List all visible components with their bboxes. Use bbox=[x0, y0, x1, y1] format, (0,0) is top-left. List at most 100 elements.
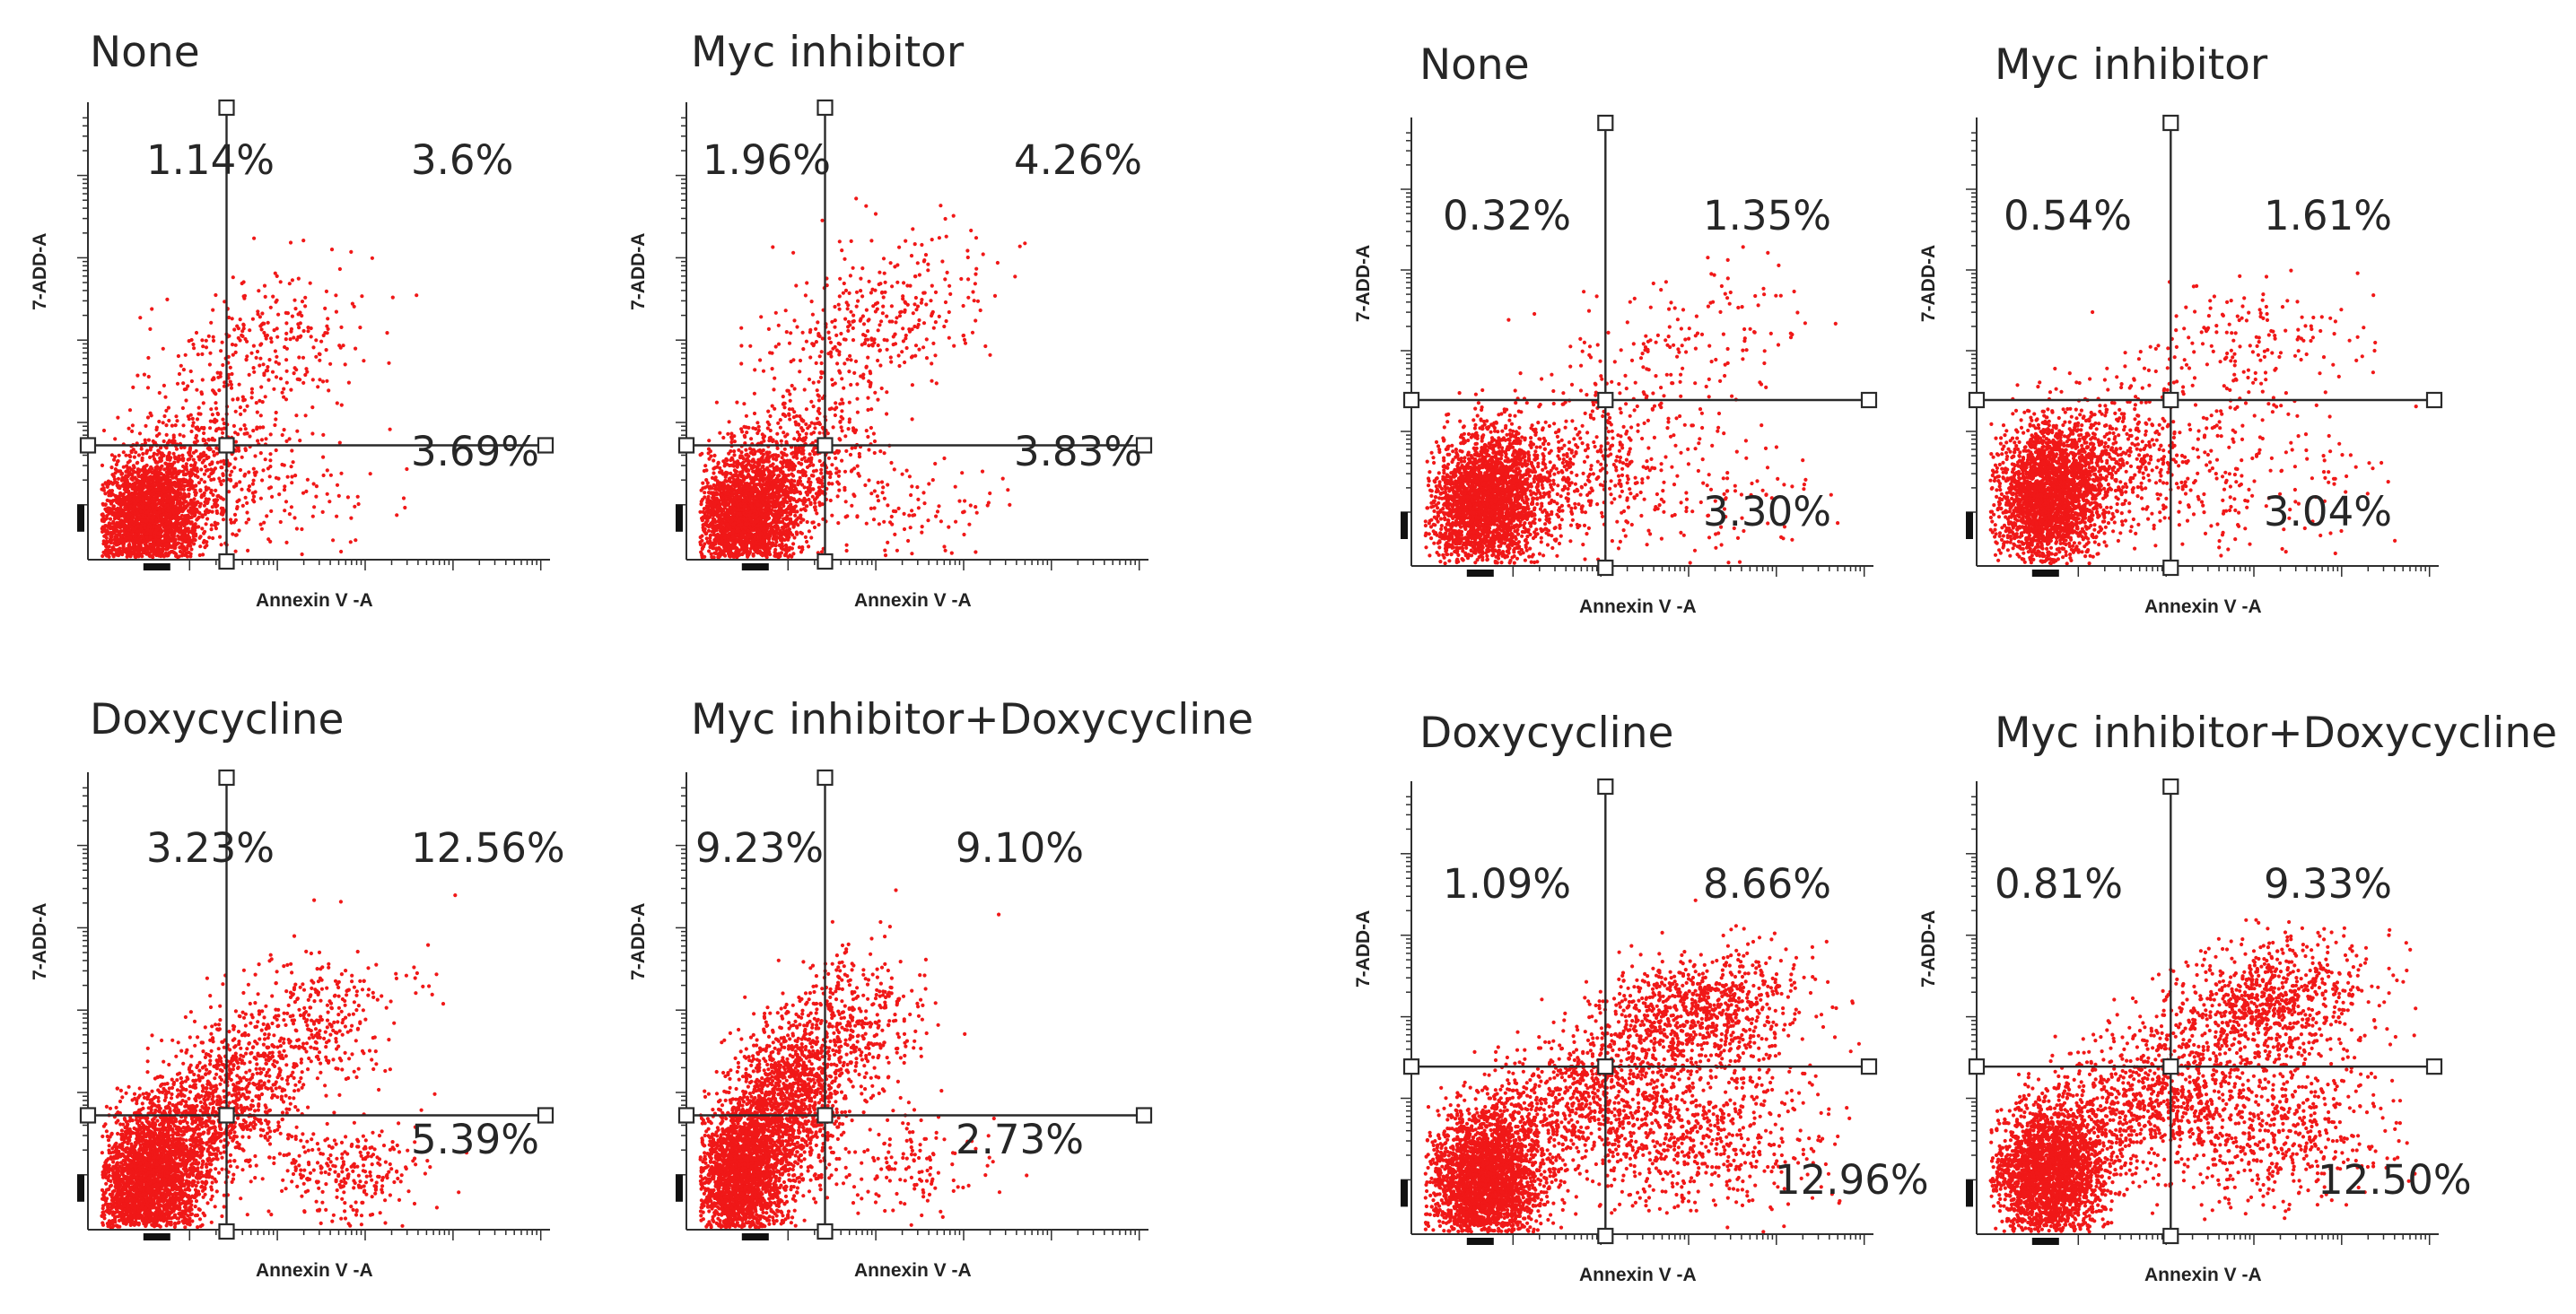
scatter-point bbox=[242, 423, 247, 428]
scatter-point bbox=[177, 529, 181, 534]
scatter-point bbox=[269, 509, 274, 514]
scatter-point bbox=[188, 369, 193, 374]
scatter-point bbox=[111, 474, 116, 479]
scatter-point bbox=[187, 550, 191, 555]
scatter-point bbox=[221, 518, 226, 522]
scatter-point bbox=[127, 522, 132, 526]
scatter-point bbox=[115, 481, 119, 485]
scatter-point bbox=[221, 506, 225, 511]
scatter-point bbox=[103, 502, 108, 507]
scatter-point bbox=[190, 538, 195, 543]
scatter-point bbox=[141, 513, 145, 518]
scatter-point bbox=[255, 427, 259, 431]
scatter-point bbox=[215, 521, 220, 526]
scatter-point bbox=[259, 327, 264, 332]
scatter-point bbox=[159, 529, 163, 534]
scatter-point bbox=[699, 488, 703, 492]
scatter-point bbox=[274, 417, 278, 422]
scatter-point bbox=[207, 362, 212, 367]
scatter-point bbox=[139, 447, 144, 451]
scatter-point bbox=[337, 440, 342, 445]
scatter-point bbox=[290, 278, 294, 283]
scatter-point bbox=[124, 498, 129, 502]
scatter-point bbox=[205, 500, 210, 505]
scatter-point bbox=[301, 380, 306, 385]
scatter-point bbox=[210, 509, 214, 514]
scatter-point bbox=[190, 416, 195, 421]
scatter-point bbox=[268, 432, 273, 437]
scatter-point bbox=[405, 466, 409, 472]
scatter-point bbox=[177, 554, 181, 559]
scatter-point bbox=[135, 498, 140, 502]
scatter-point bbox=[258, 522, 263, 526]
scatter-point bbox=[240, 503, 245, 509]
plot-title: None bbox=[90, 28, 200, 77]
scatter-point bbox=[217, 476, 222, 481]
scatter-point bbox=[353, 504, 357, 509]
scatter-point bbox=[251, 494, 257, 499]
scatter-point bbox=[119, 472, 124, 476]
scatter-point bbox=[267, 358, 272, 362]
scatter-point bbox=[316, 385, 320, 389]
scatter-point bbox=[325, 331, 329, 335]
scatter-point bbox=[214, 429, 218, 433]
scatter-point bbox=[196, 405, 201, 410]
scatter-point bbox=[177, 371, 182, 377]
scatter-point bbox=[345, 495, 350, 500]
scatter-point bbox=[268, 539, 273, 544]
scatter-point bbox=[218, 495, 223, 500]
scatter-point bbox=[722, 464, 727, 468]
scatter-point bbox=[186, 384, 190, 388]
scatter-point bbox=[326, 326, 330, 331]
scatter-point bbox=[155, 543, 160, 547]
scatter-point bbox=[263, 395, 267, 399]
scatter-point bbox=[163, 474, 169, 479]
scatter-point bbox=[106, 506, 110, 510]
scatter-point bbox=[183, 472, 188, 477]
scatter-point bbox=[837, 488, 842, 492]
scatter-point bbox=[170, 475, 175, 480]
scatter-point bbox=[401, 496, 406, 500]
scatter-point bbox=[249, 387, 254, 391]
scatter-point bbox=[138, 524, 144, 529]
scatter-point bbox=[309, 326, 313, 331]
scatter-point bbox=[253, 454, 258, 458]
scatter-point bbox=[150, 307, 154, 311]
scatter-point bbox=[242, 408, 247, 413]
scatter-point bbox=[214, 392, 218, 396]
scatter-point bbox=[211, 388, 215, 393]
scatter-point bbox=[303, 413, 308, 418]
scatter-point bbox=[768, 464, 773, 468]
scatter-point bbox=[258, 363, 262, 368]
scatter-point bbox=[730, 474, 735, 478]
scatter-point bbox=[152, 547, 156, 552]
scatter-point bbox=[387, 361, 391, 365]
scatter-point bbox=[135, 540, 140, 544]
gate-handle-center bbox=[218, 437, 235, 454]
scatter-point bbox=[230, 343, 235, 347]
y-zero-marker bbox=[77, 504, 84, 532]
scatter-point bbox=[117, 453, 121, 457]
scatter-point bbox=[251, 344, 256, 348]
scatter-point bbox=[207, 535, 212, 540]
scatter-point bbox=[152, 470, 156, 474]
scatter-point bbox=[154, 520, 159, 525]
scatter-point bbox=[721, 482, 727, 486]
scatter-point bbox=[742, 550, 747, 555]
scatter-point bbox=[144, 505, 149, 509]
scatter-point bbox=[260, 478, 265, 483]
scatter-points bbox=[698, 196, 1027, 560]
scatter-point bbox=[207, 474, 212, 479]
scatter-point bbox=[293, 307, 298, 311]
scatter-point bbox=[233, 350, 238, 354]
scatter-point bbox=[304, 489, 309, 494]
scatter-point bbox=[130, 477, 135, 483]
scatter-point bbox=[192, 523, 196, 527]
scatter-point bbox=[135, 469, 140, 474]
scatter-point bbox=[170, 534, 175, 538]
scatter-point bbox=[314, 494, 319, 499]
scatter-point bbox=[211, 492, 215, 498]
scatter-point bbox=[320, 379, 326, 384]
scatter-point bbox=[105, 544, 109, 549]
scatter-point bbox=[176, 353, 180, 359]
